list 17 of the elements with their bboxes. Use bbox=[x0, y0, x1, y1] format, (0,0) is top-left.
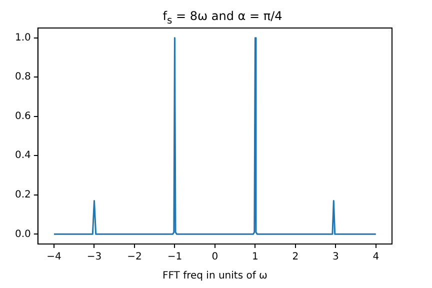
x-tick-label: 2 bbox=[292, 252, 299, 263]
y-tick-label: 0.4 bbox=[14, 150, 31, 162]
x-tick-label: −3 bbox=[86, 252, 102, 263]
x-tick-label: 3 bbox=[332, 252, 339, 263]
y-tick-label: 0.6 bbox=[14, 110, 31, 122]
x-tick-label: −1 bbox=[167, 252, 182, 263]
x-tick-label: 4 bbox=[372, 252, 380, 263]
y-tick-label: 0.8 bbox=[14, 72, 31, 83]
x-axis-title: FFT freq in units of ω bbox=[162, 270, 268, 282]
x-tick-label: −2 bbox=[127, 252, 142, 263]
y-tick-label: 0.0 bbox=[14, 228, 31, 240]
y-tick-label: 0.2 bbox=[14, 190, 31, 201]
x-tick-label: 1 bbox=[252, 252, 258, 263]
y-tick-label: 1.0 bbox=[14, 32, 31, 44]
x-tick-label: 0 bbox=[212, 252, 218, 263]
x-tick-label: −4 bbox=[46, 252, 62, 263]
chart-title: f$_{s}$ = 8ω and α = π/4 bbox=[162, 9, 284, 26]
